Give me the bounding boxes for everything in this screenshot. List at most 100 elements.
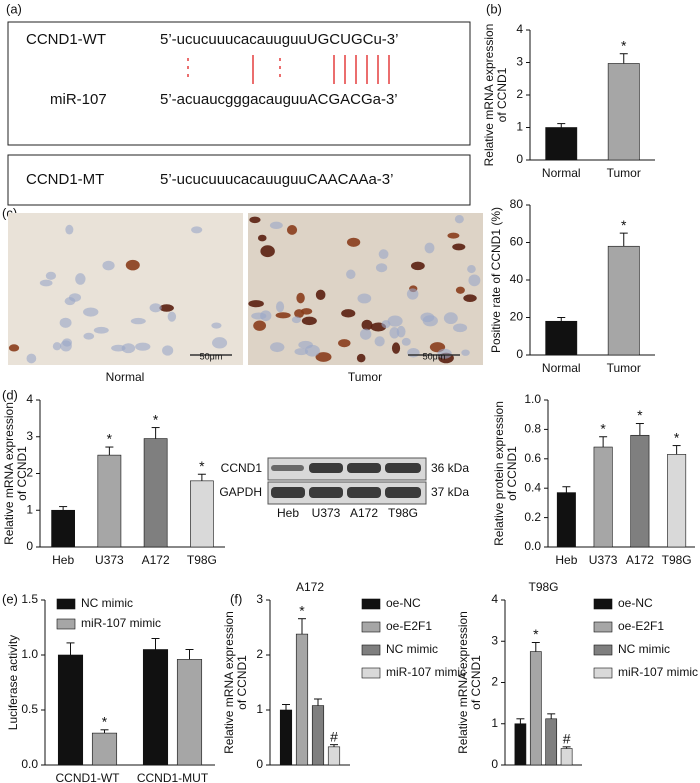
cell bbox=[357, 293, 372, 304]
legend-label: NC mimic bbox=[386, 642, 438, 656]
y-axis-label: of CCND1 bbox=[495, 67, 509, 122]
cell bbox=[407, 347, 420, 358]
y-tick-label: 4 bbox=[516, 22, 523, 36]
significance: * bbox=[621, 217, 627, 233]
bar bbox=[142, 649, 169, 766]
x-tick-label: Heb bbox=[52, 553, 74, 567]
scale-label: 50μm bbox=[200, 351, 223, 361]
cell bbox=[296, 292, 305, 304]
y-tick-label: 80 bbox=[510, 197, 524, 211]
cell bbox=[52, 342, 62, 351]
cell bbox=[93, 326, 109, 334]
bar bbox=[190, 480, 214, 548]
cell bbox=[346, 269, 356, 280]
legend-label: oe-E2F1 bbox=[618, 619, 664, 633]
error-bar bbox=[516, 718, 525, 724]
cell bbox=[401, 337, 411, 346]
y-tick-label: 2 bbox=[26, 466, 33, 480]
sequence: 5’-ucucuuucacauuguuCAACAAa-3’ bbox=[160, 171, 393, 188]
cell bbox=[159, 304, 174, 312]
cell bbox=[301, 316, 317, 326]
y-tick-label: 60 bbox=[510, 235, 524, 249]
x-tick-label: Tumor bbox=[607, 361, 641, 375]
x-tick-label: T98G bbox=[662, 553, 692, 567]
error-bar bbox=[557, 123, 566, 128]
error-bar bbox=[531, 641, 540, 652]
cell bbox=[341, 309, 356, 318]
cell bbox=[83, 332, 95, 340]
y-tick-label: 4 bbox=[491, 592, 498, 606]
legend-swatch bbox=[361, 598, 381, 610]
y-tick-label: 1.5 bbox=[21, 592, 38, 606]
bar bbox=[51, 509, 75, 548]
y-tick-label: 0 bbox=[491, 757, 498, 771]
blot-size: 37 kDa bbox=[431, 485, 469, 499]
cell bbox=[75, 273, 86, 285]
legend-swatch bbox=[361, 644, 381, 656]
significance: # bbox=[330, 728, 338, 744]
cell bbox=[269, 221, 283, 230]
cell bbox=[260, 245, 275, 258]
cell bbox=[356, 353, 366, 363]
x-tick-label: A172 bbox=[626, 553, 654, 567]
y-tick-label: 4 bbox=[26, 392, 33, 406]
bar bbox=[57, 654, 84, 766]
base-pairing bbox=[187, 55, 390, 84]
legend-label: NC mimic bbox=[81, 596, 133, 610]
cell bbox=[454, 214, 464, 224]
error-bar bbox=[185, 649, 194, 660]
bar bbox=[97, 454, 122, 548]
cell bbox=[374, 336, 385, 347]
error-bar bbox=[298, 618, 306, 635]
cell bbox=[391, 342, 401, 354]
y-tick-label: 1.0 bbox=[21, 647, 38, 661]
blot-lane: U373 bbox=[312, 506, 341, 520]
significance: * bbox=[199, 458, 205, 474]
cell bbox=[443, 312, 458, 325]
y-tick-label: 0.0 bbox=[524, 539, 541, 553]
cell bbox=[121, 343, 136, 354]
cell bbox=[381, 320, 391, 329]
bar bbox=[607, 63, 640, 161]
y-tick-label: 1 bbox=[491, 716, 498, 730]
cell bbox=[275, 312, 291, 319]
bar bbox=[279, 709, 293, 766]
error-bar bbox=[672, 445, 681, 455]
y-tick-label: 0.6 bbox=[524, 451, 541, 465]
significance: * bbox=[299, 602, 305, 618]
y-axis-label: Relative mRNA expression bbox=[482, 24, 496, 167]
y-axis-label: Relative protein expression bbox=[492, 401, 506, 546]
blot-size: 36 kDa bbox=[431, 461, 469, 475]
y-axis-label: Relative mRNA expression bbox=[222, 611, 236, 754]
sequence: 5’-acuaucgggacauguuACGACGa-3’ bbox=[160, 91, 398, 108]
blot-row-label: GAPDH bbox=[219, 485, 262, 499]
cell bbox=[248, 300, 264, 308]
cell bbox=[455, 286, 465, 294]
legend-swatch bbox=[593, 621, 613, 633]
blot-bands bbox=[271, 463, 421, 498]
y-tick-label: 1 bbox=[256, 702, 263, 716]
cell bbox=[453, 323, 468, 333]
cell bbox=[64, 297, 76, 306]
legend-label: miR-107 mimic bbox=[386, 665, 466, 679]
sequence: 5’-ucucuuucacauuguuUGCUGCu-3’ bbox=[160, 31, 398, 48]
cell bbox=[102, 260, 115, 271]
cell bbox=[26, 353, 37, 364]
x-tick-label: CCND1-WT bbox=[56, 771, 121, 783]
bar bbox=[295, 633, 309, 766]
cell bbox=[452, 243, 466, 251]
blot-row-label: CCND1 bbox=[221, 461, 263, 475]
cell bbox=[396, 325, 406, 338]
error-bar bbox=[619, 53, 628, 64]
sequence-name: CCND1-WT bbox=[26, 31, 106, 48]
error-bar bbox=[562, 746, 571, 749]
chart-title: A172 bbox=[296, 580, 324, 594]
cell bbox=[304, 344, 320, 357]
y-axis-label: Relative mRNA expression bbox=[456, 611, 470, 754]
cell bbox=[315, 289, 326, 301]
error-bar bbox=[66, 642, 75, 655]
y-tick-label: 2 bbox=[516, 87, 523, 101]
error-bar bbox=[547, 713, 556, 719]
error-bar bbox=[105, 446, 114, 456]
blot-lane: T98G bbox=[388, 506, 418, 520]
